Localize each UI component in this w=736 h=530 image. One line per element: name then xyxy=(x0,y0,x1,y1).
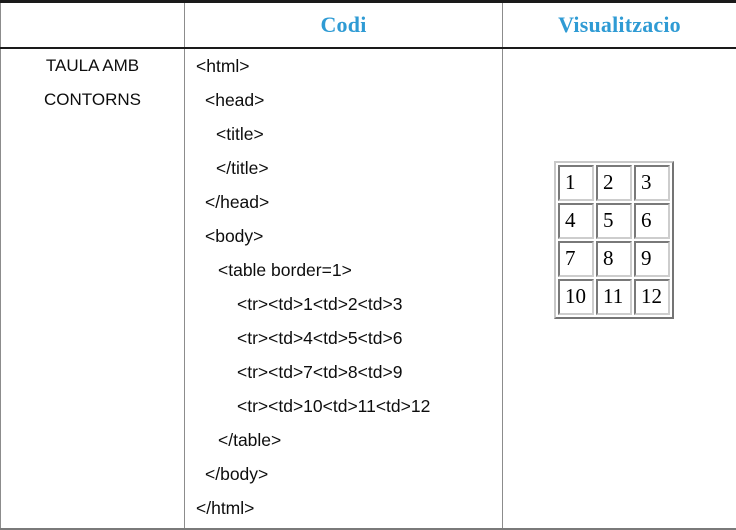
code-line: <tr><td>1<td>2<td>3 xyxy=(237,294,403,314)
code-line: </head> xyxy=(205,192,270,212)
code-line: <tr><td>4<td>5<td>6 xyxy=(237,328,403,348)
rendered-cell: 7 xyxy=(558,241,594,277)
code-line: <body> xyxy=(205,226,264,246)
rendered-bordered-table: 1 2 3 4 5 6 7 8 xyxy=(554,161,674,319)
code-line: <tr><td>10<td>11<td>12 xyxy=(237,396,431,416)
rendered-cell: 10 xyxy=(558,279,594,315)
rendered-cell: 12 xyxy=(634,279,670,315)
rendered-row: 1 2 3 xyxy=(558,165,670,201)
header-visualitzacio: Visualitzacio xyxy=(558,12,681,37)
code-line: <tr><td>7<td>8<td>9 xyxy=(237,362,403,382)
header-cell-visualitzacio: Visualitzacio xyxy=(502,1,736,49)
label-line-2: CONTORNS xyxy=(44,90,141,109)
rendered-cell: 2 xyxy=(596,165,632,201)
code-block: <html> <head> <title> </title> </head> <… xyxy=(185,49,502,525)
preview-cell: 1 2 3 4 5 6 7 8 xyxy=(502,48,736,529)
code-line: <title> xyxy=(216,124,264,144)
code-line: <html> xyxy=(196,56,250,76)
rendered-cell: 9 xyxy=(634,241,670,277)
code-line: <table border=1> xyxy=(218,260,352,280)
header-cell-empty xyxy=(0,1,185,49)
rendered-cell: 6 xyxy=(634,203,670,239)
rendered-row: 7 8 9 xyxy=(558,241,670,277)
rendered-cell: 8 xyxy=(596,241,632,277)
code-line: </title> xyxy=(216,158,269,178)
header-codi: Codi xyxy=(320,12,367,37)
rendered-cell: 1 xyxy=(558,165,594,201)
table-row: TAULA AMB CONTORNS <html> <head> <title>… xyxy=(0,48,736,529)
table-header-row: Codi Visualitzacio xyxy=(0,1,736,49)
code-line: <head> xyxy=(205,90,265,110)
rendered-row: 4 5 6 xyxy=(558,203,670,239)
label-cell: TAULA AMB CONTORNS xyxy=(0,48,185,529)
rendered-cell: 11 xyxy=(596,279,632,315)
code-line: </body> xyxy=(205,464,269,484)
preview-wrapper: 1 2 3 4 5 6 7 8 xyxy=(503,49,736,319)
rendered-cell: 3 xyxy=(634,165,670,201)
label-line-1: TAULA AMB xyxy=(45,56,140,75)
header-cell-codi: Codi xyxy=(184,1,503,49)
rendered-row: 10 11 12 xyxy=(558,279,670,315)
code-line: </table> xyxy=(218,430,282,450)
code-cell: <html> <head> <title> </title> </head> <… xyxy=(184,48,503,529)
rendered-cell: 5 xyxy=(596,203,632,239)
code-line: </html> xyxy=(196,498,255,518)
rendered-cell: 4 xyxy=(558,203,594,239)
